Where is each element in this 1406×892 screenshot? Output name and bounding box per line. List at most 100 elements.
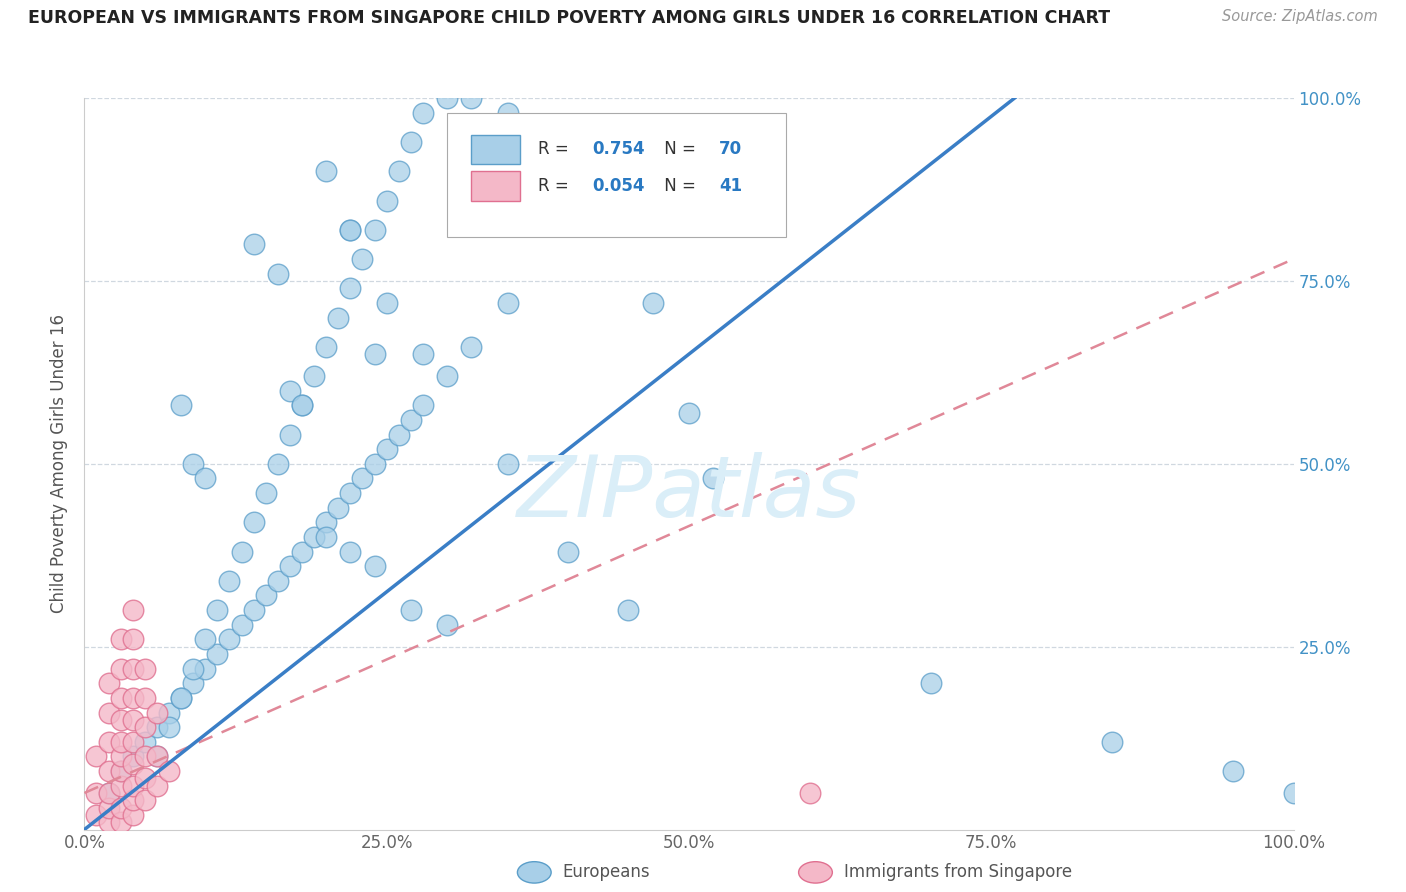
Point <box>121 756 143 771</box>
Point <box>375 296 398 310</box>
Point <box>97 800 120 814</box>
Point <box>97 706 120 720</box>
FancyBboxPatch shape <box>471 171 520 201</box>
Point <box>315 340 337 354</box>
Point <box>231 544 253 558</box>
Point <box>170 398 193 412</box>
Point <box>121 603 143 617</box>
Point <box>328 310 350 325</box>
Point <box>181 457 204 471</box>
Point <box>339 281 361 295</box>
Point <box>375 442 398 457</box>
Point <box>231 617 253 632</box>
Point <box>267 574 290 588</box>
Point <box>121 808 143 822</box>
Point <box>581 150 603 164</box>
Text: Immigrants from Singapore: Immigrants from Singapore <box>844 863 1071 881</box>
Point <box>460 340 482 354</box>
Text: 0.754: 0.754 <box>592 140 645 158</box>
Point <box>110 690 132 705</box>
Point <box>86 808 108 822</box>
Point <box>181 676 204 690</box>
Point <box>920 676 942 690</box>
Point <box>181 662 204 676</box>
Point <box>412 347 434 361</box>
Point <box>399 413 422 427</box>
Point <box>315 164 337 178</box>
Point <box>110 632 132 647</box>
Point <box>254 589 277 603</box>
Point <box>110 815 132 830</box>
Point <box>157 764 180 778</box>
Point <box>352 252 374 266</box>
Point <box>207 603 229 617</box>
Point <box>134 793 156 807</box>
Point <box>617 603 640 617</box>
Point <box>702 471 724 485</box>
Point <box>146 720 169 734</box>
Point <box>412 398 434 412</box>
Point <box>170 690 193 705</box>
Point <box>134 662 156 676</box>
Point <box>121 632 143 647</box>
Point <box>339 544 361 558</box>
Point <box>194 632 217 647</box>
Point <box>121 713 143 727</box>
Text: R =: R = <box>538 177 574 194</box>
FancyBboxPatch shape <box>471 135 520 164</box>
Text: Europeans: Europeans <box>562 863 650 881</box>
Point <box>399 135 422 149</box>
Point <box>242 237 264 252</box>
Point <box>460 91 482 105</box>
Point <box>97 786 120 800</box>
Point <box>617 164 640 178</box>
Point <box>110 764 132 778</box>
Text: Source: ZipAtlas.com: Source: ZipAtlas.com <box>1222 9 1378 24</box>
Point <box>533 120 555 135</box>
Point <box>194 662 217 676</box>
Point <box>1282 786 1305 800</box>
Point <box>278 427 301 442</box>
Point <box>134 720 156 734</box>
Point <box>97 676 120 690</box>
Point <box>146 779 169 793</box>
Point <box>110 800 132 814</box>
Point <box>352 471 374 485</box>
Point <box>363 457 385 471</box>
Point <box>315 530 337 544</box>
Point <box>436 617 458 632</box>
Point <box>339 486 361 500</box>
Point <box>121 749 143 764</box>
Point <box>110 764 132 778</box>
Point <box>557 544 579 558</box>
Point <box>302 369 325 384</box>
Point <box>388 164 411 178</box>
Point <box>218 574 240 588</box>
Point <box>134 749 156 764</box>
Point <box>339 223 361 237</box>
Point <box>436 91 458 105</box>
Point <box>121 735 143 749</box>
Point <box>86 786 108 800</box>
Point <box>399 603 422 617</box>
Point <box>302 530 325 544</box>
Text: R =: R = <box>538 140 574 158</box>
Point <box>641 296 664 310</box>
Point <box>194 471 217 485</box>
Text: ZIPatlas: ZIPatlas <box>517 451 860 534</box>
Point <box>134 735 156 749</box>
Point <box>110 662 132 676</box>
Point <box>328 500 350 515</box>
Point <box>218 632 240 647</box>
Point <box>97 786 120 800</box>
Point <box>267 457 290 471</box>
Y-axis label: Child Poverty Among Girls Under 16: Child Poverty Among Girls Under 16 <box>51 314 69 614</box>
Point <box>267 267 290 281</box>
Point <box>412 105 434 120</box>
Point <box>121 662 143 676</box>
Point <box>86 749 108 764</box>
Point <box>121 690 143 705</box>
Point <box>157 720 180 734</box>
Point <box>97 735 120 749</box>
Point <box>242 603 264 617</box>
